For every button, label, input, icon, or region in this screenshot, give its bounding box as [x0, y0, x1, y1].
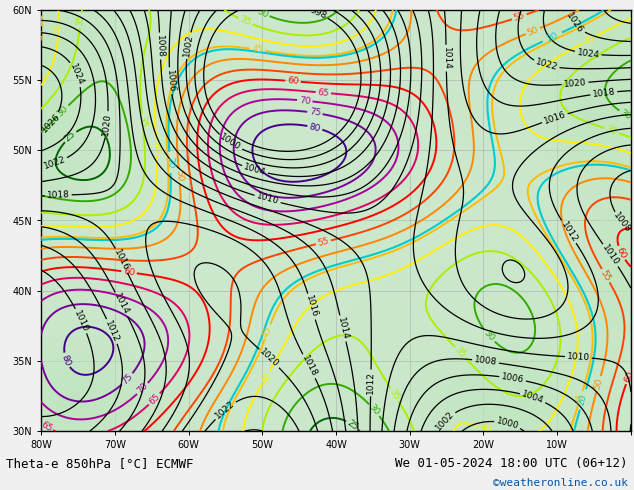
Text: 1024: 1024	[68, 62, 85, 86]
Text: 1014: 1014	[112, 292, 131, 317]
Text: 65: 65	[317, 88, 330, 98]
Text: 55: 55	[512, 11, 526, 23]
Text: 20: 20	[165, 156, 175, 168]
Text: 1000: 1000	[495, 416, 520, 431]
Text: 55: 55	[599, 269, 612, 283]
Text: 1024: 1024	[576, 48, 600, 60]
Text: 25: 25	[63, 129, 77, 144]
Text: 40: 40	[479, 423, 493, 435]
Text: 35: 35	[138, 116, 148, 128]
Text: 1010: 1010	[567, 352, 590, 363]
Text: 30: 30	[482, 329, 496, 343]
Text: 80: 80	[60, 353, 72, 367]
Text: 75: 75	[120, 372, 134, 386]
Text: 1018: 1018	[592, 87, 616, 99]
Text: 1020: 1020	[563, 78, 587, 89]
Text: 60: 60	[287, 76, 299, 86]
Text: 20: 20	[545, 30, 559, 44]
Text: 30: 30	[56, 104, 70, 118]
Text: 1006: 1006	[165, 69, 176, 93]
Text: 1014: 1014	[336, 317, 350, 341]
Text: 1018: 1018	[46, 190, 70, 200]
Text: 1008: 1008	[474, 355, 498, 367]
Text: 35: 35	[238, 15, 253, 28]
Text: 35: 35	[387, 387, 401, 402]
Text: 1022: 1022	[42, 155, 67, 171]
Text: 65: 65	[39, 420, 53, 434]
Text: 1016: 1016	[304, 294, 319, 319]
Text: 1004: 1004	[521, 390, 545, 406]
Text: 1004: 1004	[243, 162, 267, 177]
Text: 998: 998	[309, 6, 328, 21]
Text: 50: 50	[526, 25, 540, 37]
Text: 1022: 1022	[214, 399, 236, 421]
Text: Theta-e 850hPa [°C] ECMWF: Theta-e 850hPa [°C] ECMWF	[6, 457, 194, 469]
Text: 30: 30	[256, 6, 269, 20]
Text: 60: 60	[623, 370, 634, 384]
Text: 1020: 1020	[258, 347, 281, 369]
Text: 1016: 1016	[112, 248, 131, 273]
Text: 70: 70	[299, 96, 311, 106]
Text: 1008: 1008	[612, 211, 633, 235]
Text: 1002: 1002	[182, 34, 195, 58]
Text: 20: 20	[577, 393, 589, 406]
Text: 1000: 1000	[218, 133, 243, 153]
Text: 35: 35	[605, 124, 619, 137]
Text: 60: 60	[123, 267, 136, 277]
Text: 40: 40	[259, 370, 273, 385]
Text: ©weatheronline.co.uk: ©weatheronline.co.uk	[493, 478, 628, 488]
Text: 1014: 1014	[441, 47, 451, 70]
Text: 35: 35	[453, 345, 467, 360]
Text: 1008: 1008	[155, 34, 165, 58]
Text: 1006: 1006	[500, 372, 525, 385]
Text: 30: 30	[367, 403, 382, 417]
Text: 30: 30	[619, 108, 633, 122]
Text: 45: 45	[251, 45, 264, 55]
Text: 1012: 1012	[559, 220, 579, 244]
Text: 45: 45	[574, 392, 586, 405]
Text: 1010: 1010	[600, 243, 621, 268]
Text: 65: 65	[147, 392, 162, 406]
Text: 40: 40	[152, 141, 161, 153]
Text: 45: 45	[37, 28, 46, 40]
Text: 45: 45	[261, 324, 274, 339]
Text: 80: 80	[308, 122, 321, 133]
Text: 1020: 1020	[101, 113, 113, 136]
Text: 40: 40	[54, 22, 63, 34]
Text: 60: 60	[615, 246, 628, 260]
Text: 1010: 1010	[256, 192, 280, 207]
Text: 75: 75	[309, 108, 321, 118]
Text: 25: 25	[346, 418, 360, 432]
Text: 70: 70	[135, 381, 150, 396]
Text: 1026: 1026	[565, 11, 585, 35]
Text: 55: 55	[316, 237, 330, 248]
Text: We 01-05-2024 18:00 UTC (06+12): We 01-05-2024 18:00 UTC (06+12)	[395, 457, 628, 469]
Text: 1026: 1026	[39, 112, 61, 134]
Text: 40: 40	[582, 33, 596, 47]
Text: 1018: 1018	[300, 354, 318, 379]
Text: 50: 50	[174, 170, 184, 182]
Text: 1012: 1012	[366, 371, 375, 394]
Text: 1002: 1002	[434, 410, 456, 433]
Text: 1010: 1010	[72, 309, 90, 333]
Text: 1022: 1022	[534, 58, 559, 73]
Text: 35: 35	[75, 14, 86, 26]
Text: 50: 50	[593, 377, 605, 390]
Text: 1016: 1016	[543, 110, 567, 126]
Text: 1012: 1012	[103, 319, 121, 343]
